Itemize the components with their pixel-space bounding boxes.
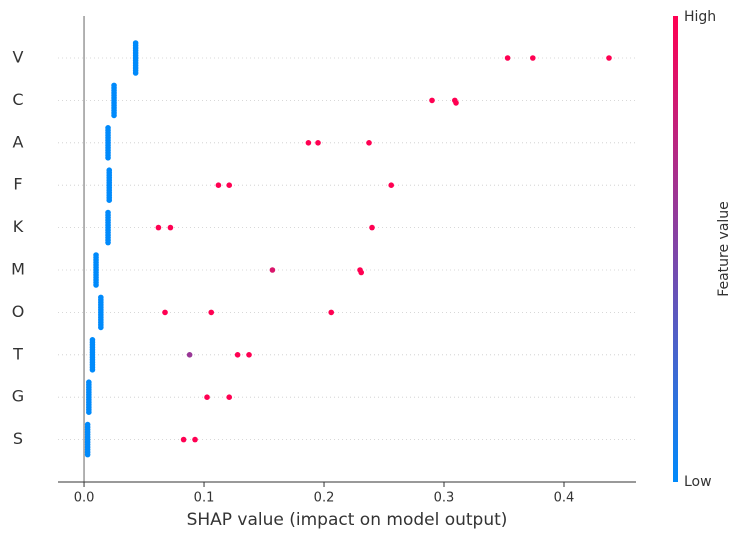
- shap-point: [204, 394, 210, 401]
- colorbar-label: Feature value: [716, 201, 732, 297]
- shap-point: [192, 436, 198, 443]
- shap-point: [106, 167, 113, 173]
- shap-point: [358, 269, 365, 276]
- shap-point: [305, 140, 312, 146]
- shap-point: [246, 352, 252, 358]
- shap-point: [105, 125, 111, 131]
- y-tick-label: A: [13, 132, 24, 151]
- shap-point: [89, 337, 96, 343]
- shap-point: [105, 239, 111, 246]
- shap-point: [530, 55, 536, 61]
- x-tick-label: 0.0: [74, 491, 95, 506]
- shap-point: [226, 182, 233, 188]
- x-tick-label: 0.1: [194, 491, 215, 506]
- shap-point: [315, 140, 321, 146]
- shap-point: [105, 209, 111, 216]
- colorbar-low: Low: [684, 474, 712, 490]
- shap-point: [453, 100, 459, 106]
- shap-point: [93, 282, 99, 288]
- shap-point: [105, 155, 111, 161]
- shap-point: [93, 252, 99, 258]
- shap-point: [504, 55, 511, 61]
- y-tick-label: M: [11, 260, 25, 279]
- shap-point: [269, 267, 276, 273]
- y-tick-label: O: [12, 302, 25, 321]
- shap-point: [84, 451, 91, 458]
- shap-point: [86, 409, 92, 416]
- y-tick-label: K: [13, 217, 24, 236]
- y-tick-label: T: [12, 344, 23, 363]
- shap-point: [106, 197, 113, 203]
- shap-point: [366, 140, 372, 146]
- shap-point: [186, 352, 193, 358]
- shap-point: [369, 224, 375, 231]
- x-tick-label: 0.3: [434, 491, 455, 506]
- shap-point: [98, 294, 104, 301]
- shap-point: [132, 70, 139, 76]
- x-tick-label: 0.4: [554, 491, 575, 506]
- shap-point: [606, 55, 612, 61]
- shap-point: [84, 421, 91, 428]
- shap-point: [98, 324, 104, 331]
- shap-point: [111, 82, 117, 89]
- shap-point: [89, 367, 96, 373]
- x-axis-label: SHAP value (impact on model output): [187, 510, 508, 530]
- shap-point: [111, 112, 117, 119]
- shap-point: [429, 97, 435, 104]
- x-tick-label: 0.2: [314, 491, 335, 506]
- shap-point: [162, 309, 168, 316]
- shap-point: [167, 224, 174, 231]
- y-tick-label: V: [13, 48, 24, 67]
- shap-point: [328, 309, 335, 316]
- shap-point: [86, 379, 92, 386]
- shap-point: [132, 40, 139, 46]
- colorbar-high: High: [684, 9, 716, 25]
- colorbar: [673, 16, 678, 482]
- y-tick-label: F: [13, 175, 22, 194]
- shap-point: [388, 182, 395, 188]
- y-tick-label: C: [12, 90, 23, 109]
- shap-point: [208, 309, 215, 316]
- shap-point: [155, 224, 162, 231]
- shap-point: [226, 394, 233, 401]
- y-tick-label: S: [13, 429, 23, 448]
- y-tick-label: G: [12, 387, 24, 406]
- shap-point: [180, 436, 187, 443]
- shap-point: [234, 352, 241, 358]
- shap-point: [215, 182, 222, 188]
